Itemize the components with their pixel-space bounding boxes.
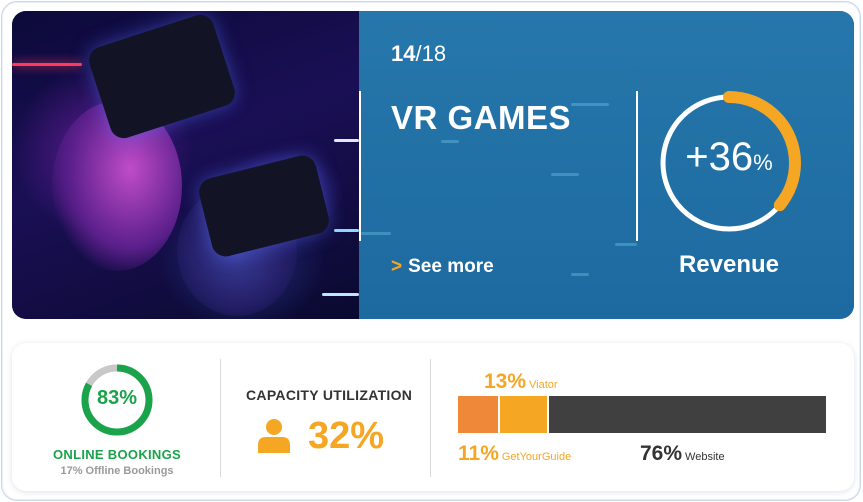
revenue-change-unit: % bbox=[753, 150, 773, 175]
online-ring-svg bbox=[81, 364, 153, 436]
hero-info: 14/18 VR GAMES > See more +36% Revenue bbox=[359, 11, 854, 319]
getyourguide-pct: 11% bbox=[458, 442, 499, 465]
website-pct: 76% bbox=[640, 442, 683, 465]
revenue-ring-svg bbox=[657, 91, 801, 235]
see-more-label: See more bbox=[408, 256, 494, 277]
revenue-change: +36% bbox=[655, 135, 803, 180]
revenue-label: Revenue bbox=[678, 251, 780, 278]
divider-right bbox=[636, 91, 638, 241]
revenue-ring-progress bbox=[657, 91, 801, 235]
stats-divider-2 bbox=[430, 359, 431, 477]
divider-left bbox=[359, 91, 361, 241]
viator-name: Viator bbox=[529, 379, 558, 391]
stats-panel: 83% ONLINE BOOKINGS 17% Offline Bookings… bbox=[12, 343, 854, 491]
viator-label: 13% Viator bbox=[484, 370, 558, 394]
website-label: 76% Website bbox=[640, 442, 725, 466]
counter-separator: / bbox=[415, 41, 422, 66]
online-bookings-label: ONLINE BOOKINGS bbox=[52, 447, 181, 462]
person-icon bbox=[258, 419, 290, 453]
viator-pct: 13% bbox=[484, 370, 527, 393]
chevron-right-icon: > bbox=[391, 256, 403, 277]
website-name: Website bbox=[685, 451, 725, 463]
getyourguide-name: GetYourGuide bbox=[501, 451, 572, 463]
hero-panel: 14/18 VR GAMES > See more +36% Revenue bbox=[12, 11, 854, 319]
online-ring-progress bbox=[81, 364, 153, 436]
revenue-ring: +36% bbox=[655, 89, 803, 237]
getyourguide-label: 11% GetYourGuide bbox=[458, 442, 571, 466]
counter-current: 14 bbox=[391, 41, 416, 66]
tour-counter: 14/18 bbox=[391, 41, 446, 67]
booking-channel-bar bbox=[458, 396, 826, 433]
online-percent: 83% bbox=[96, 387, 138, 409]
segment-viator bbox=[498, 396, 548, 433]
tour-title: VR GAMES bbox=[391, 99, 572, 136]
capacity-label: CAPACITY UTILIZATION bbox=[246, 387, 413, 403]
capacity-value: 32% bbox=[308, 415, 385, 457]
see-more-link[interactable]: > See more bbox=[391, 256, 494, 278]
vr-photo bbox=[12, 11, 359, 319]
segment-getyourguide bbox=[458, 396, 499, 433]
counter-total: 18 bbox=[421, 41, 447, 66]
online-bookings-ring: 83% bbox=[80, 363, 154, 437]
revenue-change-value: +36 bbox=[685, 135, 754, 179]
segment-website bbox=[547, 396, 826, 433]
offline-bookings-label: 17% Offline Bookings bbox=[60, 465, 174, 477]
stats-divider-1 bbox=[220, 359, 221, 477]
